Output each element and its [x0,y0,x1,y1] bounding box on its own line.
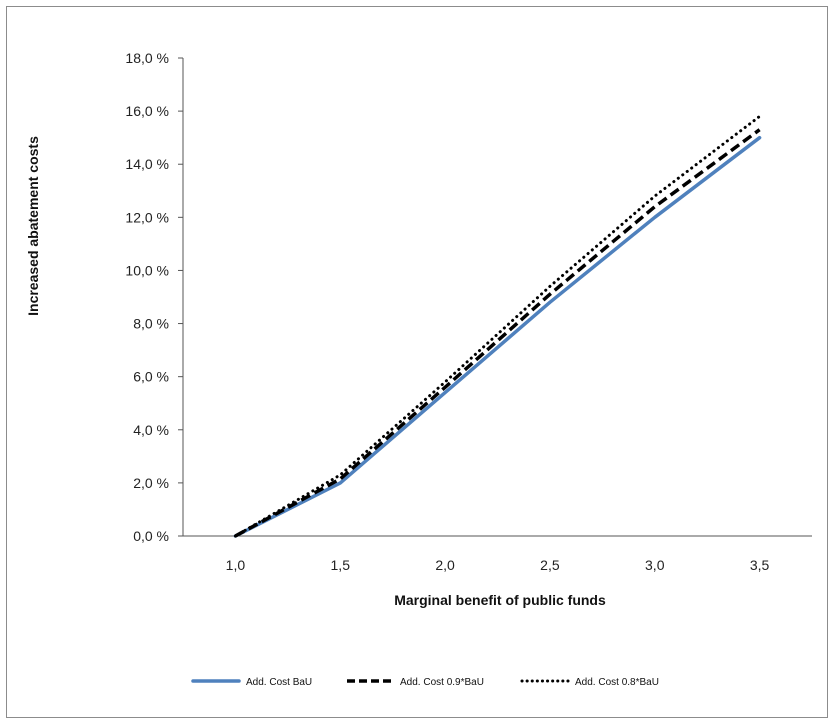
series-line [234,128,761,538]
y-tick-label: 8,0 % [133,316,169,332]
x-tick-label: 3,0 [645,557,665,573]
y-axis-ticks: 0,0 % 2,0 % 4,0 % 6,0 % 8,0 % 10,0 % 12,0 % 14,… [125,50,183,544]
y-tick-label: 2,0 % [133,475,169,491]
x-axis-title: Marginal benefit of public funds [394,592,606,608]
legend: Add. Cost BaU Add. Cost 0.9*BaU Add. Cost … [191,677,659,688]
y-tick-label: 10,0 % [125,262,169,278]
y-tick-label: 4,0 % [133,422,169,438]
y-tick-label: 14,0 % [125,156,169,172]
series-lines [233,114,762,538]
y-tick-label: 6,0 % [133,369,169,385]
y-tick-label: 12,0 % [125,209,169,225]
series-line [233,135,762,538]
x-tick-label: 1,5 [331,557,351,573]
legend-label: Add. Cost 0.8*BaU [575,677,659,688]
x-tick-label: 2,5 [540,557,560,573]
x-tick-label: 1,0 [226,557,246,573]
y-axis-title: Increased abatement costs [25,136,41,316]
series-line [233,114,762,538]
x-tick-label: 2,0 [435,557,455,573]
y-tick-label: 16,0 % [125,103,169,119]
x-axis-ticks: 1,0 1,5 2,0 2,5 3,0 3,5 [226,557,770,573]
y-tick-label: 0,0 % [133,528,169,544]
chart-frame [6,6,828,718]
legend-label: Add. Cost 0.9*BaU [400,677,484,688]
legend-label: Add. Cost BaU [246,677,312,688]
y-tick-label: 18,0 % [125,50,169,66]
x-tick-label: 3,5 [750,557,770,573]
